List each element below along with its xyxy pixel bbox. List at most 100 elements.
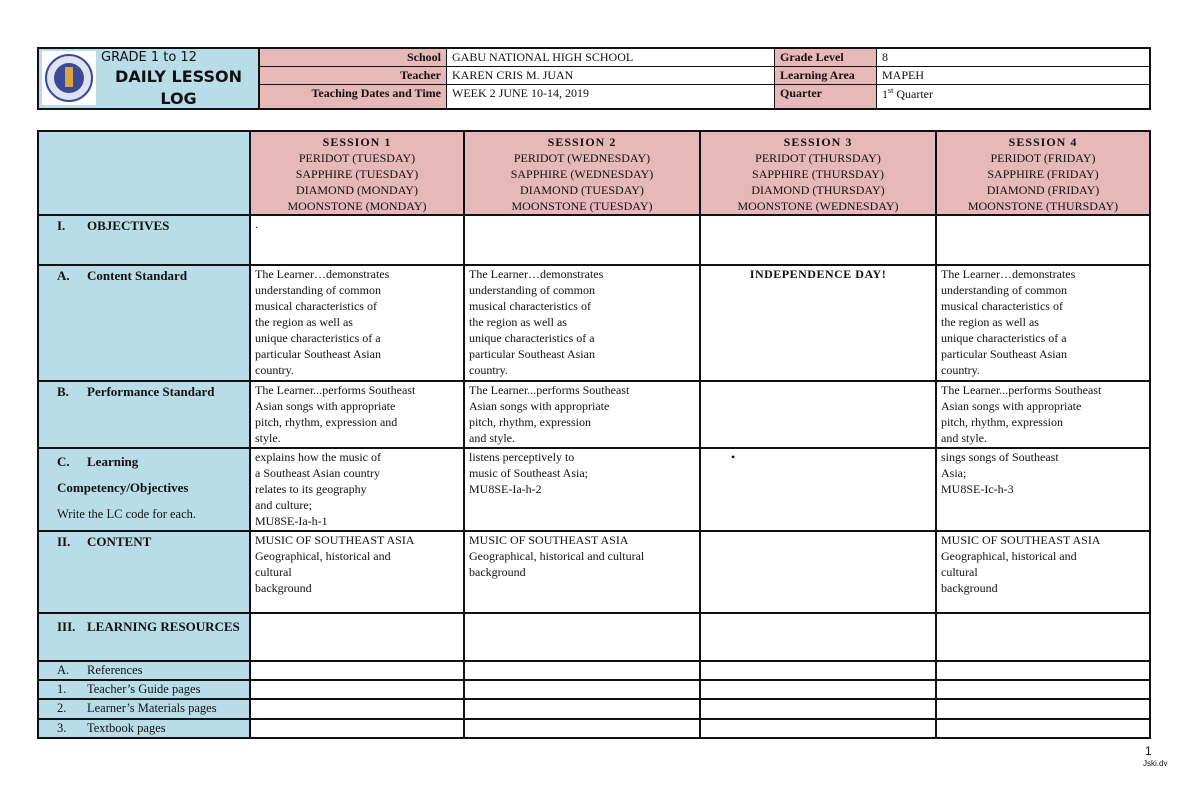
table-row: A. Content Standard The Learner…demonstrat… [37,264,1151,382]
quarter-number: 1 [882,87,888,101]
session-header: SESSION 1 PERIDOT (TUESDAY) SAPPHIRE (TU… [249,130,465,216]
session-cell: explains how the music of a Southeast As… [249,447,465,532]
row-number: 1. [57,682,67,696]
session-cell: The Learner...performs Southeast Asian s… [249,380,465,449]
grade-range: GRADE 1 to 12 [101,50,197,65]
session-title: SESSION 3 [783,135,853,149]
session-schedule: PERIDOT (TUESDAY) SAPPHIRE (TUESDAY) DIA… [287,151,427,213]
row-label-text: Learner’s Materials pages [87,701,217,715]
school-label: School [260,49,447,67]
teacher-value: KAREN CRIS M. JUAN [447,67,775,85]
session-cell [699,698,937,720]
session-cell: MUSIC OF SOUTHEAST ASIA Geographical, hi… [249,530,465,614]
session-cell [463,698,701,720]
session-cell: INDEPENDENCE DAY! [699,264,937,382]
teacher-label: Teacher [260,67,447,85]
table-row: 1. Teacher’s Guide pages [37,679,1151,700]
session-header-row: SESSION 1 PERIDOT (TUESDAY) SAPPHIRE (TU… [37,130,1151,216]
row-number: C. [57,454,70,469]
dates-value: WEEK 2 JUNE 10-14, 2019 [447,85,775,108]
watermark: Jski.dv [1143,759,1168,768]
row-label-text: LEARNING RESOURCES [87,619,240,634]
row-number: 2. [57,701,67,715]
session-header: SESSION 3 PERIDOT (THURSDAY) SAPPHIRE (T… [699,130,937,216]
session-title: SESSION 2 [547,135,617,149]
table-row: C. Learning Competency/Objectives Write th… [37,447,1151,532]
session-cell [699,718,937,739]
row-number: 3. [57,721,67,735]
session-cell [249,698,465,720]
session-cell [463,612,701,662]
session-cell [699,214,937,266]
session-cell [249,679,465,700]
corner-cell [37,130,251,216]
table-row: A. References [37,660,1151,681]
quarter-text: Quarter [893,87,933,101]
row-label-text: Teacher’s Guide pages [87,682,201,696]
session-cell [249,718,465,739]
session-header: SESSION 2 PERIDOT (WEDNESDAY) SAPPHIRE (… [463,130,701,216]
session-schedule: PERIDOT (WEDNESDAY) SAPPHIRE (WEDNESDAY)… [510,151,654,213]
session-cell [463,660,701,681]
row-label-text: References [87,663,143,677]
quarter-label: Quarter [775,85,877,108]
session-cell: The Learner…demonstrates understanding o… [249,264,465,382]
session-cell [935,214,1151,266]
session-cell: The Learner...performs Southeast Asian s… [463,380,701,449]
dates-label: Teaching Dates and Time [260,85,447,108]
row-number: A. [57,268,70,283]
lesson-log-table: SESSION 1 PERIDOT (TUESDAY) SAPPHIRE (TU… [37,130,1151,739]
session-cell: • [699,447,937,532]
session-cell: MUSIC OF SOUTHEAST ASIA Geographical, hi… [935,530,1151,614]
session-cell [463,718,701,739]
row-label: II. CONTENT [37,530,251,614]
row-number: A. [57,663,70,677]
session-cell [935,612,1151,662]
session-cell: listens perceptively to music of Southea… [463,447,701,532]
table-row: I. OBJECTIVES. [37,214,1151,266]
page-number: 1 [1145,744,1152,758]
row-label-text: Performance Standard [87,384,215,399]
session-schedule: PERIDOT (THURSDAY) SAPPHIRE (THURSDAY) D… [737,151,899,213]
session-cell [463,214,701,266]
session-cell [249,612,465,662]
session-cell: MUSIC OF SOUTHEAST ASIA Geographical, hi… [463,530,701,614]
row-label: A. References [37,660,251,681]
session-cell [935,660,1151,681]
quarter-value: 1st Quarter [877,85,1149,108]
table-row: II. CONTENT MUSIC OF SOUTHEAST ASIA Geogra… [37,530,1151,614]
school-value: GABU NATIONAL HIGH SCHOOL [447,49,775,67]
brand-cell: GRADE 1 to 12 DAILY LESSON LOG [39,49,260,108]
session-cell [699,380,937,449]
table-row: 2. Learner’s Materials pages [37,698,1151,720]
session-cell: . [249,214,465,266]
session-cell [699,660,937,681]
table-row: III. LEARNING RESOURCES [37,612,1151,662]
session-schedule: PERIDOT (FRIDAY) SAPPHIRE (FRIDAY) DIAMO… [967,151,1119,213]
session-cell: sings songs of Southeast Asia; MU8SE-Ic-… [935,447,1151,532]
learning-area-label: Learning Area [775,67,877,85]
quarter-suffix: st [888,86,894,95]
row-label: 2. Learner’s Materials pages [37,698,251,720]
row-note: Write the LC code for each. [57,507,197,521]
deped-seal-icon [42,51,96,105]
session-cell [249,660,465,681]
row-label: 1. Teacher’s Guide pages [37,679,251,700]
row-label-text: Learning Competency/Objectives [57,454,189,495]
row-number: III. [57,619,76,634]
row-label: 3. Textbook pages [37,718,251,739]
row-label-text: Textbook pages [87,721,166,735]
session-cell [699,612,937,662]
session-cell [935,718,1151,739]
session-header: SESSION 4 PERIDOT (FRIDAY) SAPPHIRE (FRI… [935,130,1151,216]
session-cell [699,679,937,700]
grade-level-label: Grade Level [775,49,877,67]
session-title: SESSION 4 [1008,135,1078,149]
session-cell [935,679,1151,700]
row-label: A. Content Standard [37,264,251,382]
session-cell: The Learner...performs Southeast Asian s… [935,380,1151,449]
session-cell [699,530,937,614]
header-box: GRADE 1 to 12 DAILY LESSON LOG School GA… [37,47,1151,110]
row-number: I. [57,218,66,233]
session-cell: The Learner…demonstrates understanding o… [935,264,1151,382]
